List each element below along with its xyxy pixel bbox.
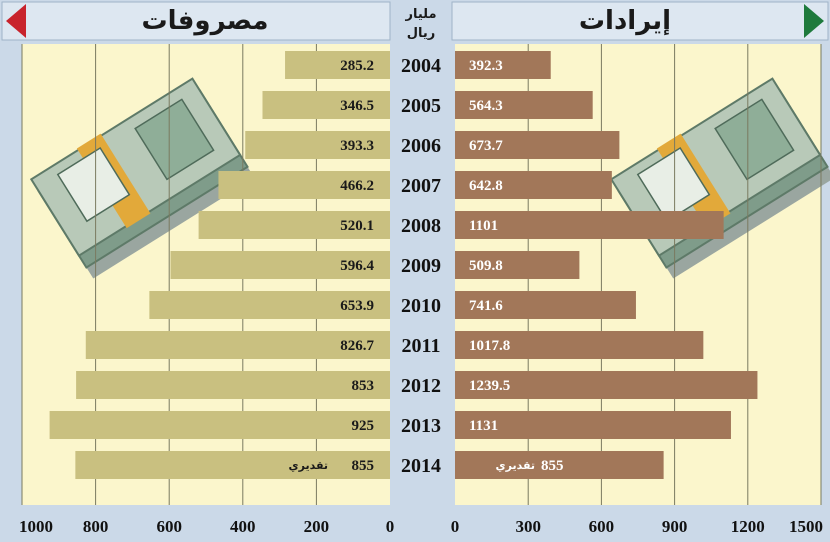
expenses-title: مصروفات: [142, 6, 269, 36]
revenues-title: إيرادات: [579, 6, 671, 36]
revenue-value-label: 741.6: [469, 298, 503, 314]
revenue-value-label: 642.8: [469, 178, 503, 194]
expense-bar: [285, 51, 390, 79]
expense-bar: [149, 291, 390, 319]
revenue-value-label: 1239.5: [469, 378, 510, 394]
expense-value-label: 285.2: [340, 58, 374, 74]
year-label: 2012: [401, 375, 441, 397]
expense-bar: [245, 131, 390, 159]
revenue-bar: [455, 371, 758, 399]
expenses-tick-label: 200: [304, 517, 330, 536]
expense-value-label: 596.4: [340, 258, 374, 274]
revenue-bar: [455, 291, 636, 319]
revenue-value-label: 564.3: [469, 98, 503, 114]
revenue-bar: [455, 131, 620, 159]
year-label: 2011: [402, 335, 441, 357]
expense-bar: [75, 451, 391, 479]
year-label: 2007: [401, 175, 441, 197]
expense-bar: [49, 411, 390, 439]
expense-bar: [170, 251, 390, 279]
expense-value-label: 826.7: [340, 338, 374, 354]
expenses-axis-ticks: 0 200 400 600 800 1000: [19, 517, 394, 536]
revenue-value-label: 673.7: [469, 138, 503, 154]
expense-value-label: 393.3: [340, 138, 374, 154]
year-label: 2004: [401, 55, 441, 77]
unit-label-line2: ريال: [407, 26, 436, 41]
expense-value-label: 346.5: [340, 98, 374, 114]
expense-value-label: 520.1: [340, 218, 374, 234]
revenue-value-label: 392.3: [469, 58, 503, 74]
revenue-value-label: 1017.8: [469, 338, 510, 354]
revenues-bars: 392.3 564.3 673.7 642.8 1101 509.8 741.6 1017.8…: [455, 51, 758, 479]
year-label: 2008: [401, 215, 441, 237]
revenues-tick-label: 1200: [731, 517, 765, 536]
expenses-tick-label: 400: [230, 517, 256, 536]
revenue-estimate-label: تقديري: [496, 459, 535, 472]
expense-bar: [85, 331, 390, 359]
revenue-bar: [455, 51, 551, 79]
unit-label-line1: مليار: [404, 7, 436, 22]
revenues-tick-label: 900: [662, 517, 688, 536]
green-arrow-icon: [804, 4, 824, 38]
revenue-value-label: 855: [541, 458, 564, 474]
revenue-bar: [455, 331, 704, 359]
revenues-tick-label: 600: [589, 517, 615, 536]
year-label: 2009: [401, 255, 441, 277]
expenses-bars: 285.2 346.5 393.3 466.2 520.1 596.4 653.9 826.7…: [49, 51, 391, 479]
revenue-bar: [455, 251, 580, 279]
revenues-tick-label: 300: [515, 517, 541, 536]
year-label: 2005: [401, 95, 441, 117]
year-label: 2010: [401, 295, 441, 317]
revenues-axis-ticks: 0 300 600 900 1200 1500: [451, 517, 823, 536]
revenue-value-label: 1101: [469, 218, 498, 234]
revenue-bar: [455, 171, 612, 199]
revenue-bar: [455, 451, 664, 479]
red-arrow-icon: [6, 4, 26, 38]
revenues-tick-label: 0: [451, 517, 460, 536]
revenue-bar: [455, 91, 593, 119]
expense-bar: [218, 171, 390, 199]
expenses-tick-label: 1000: [19, 517, 53, 536]
expense-bar: [198, 211, 390, 239]
year-labels: 2004 2005 2006 2007 2008 2009 2010 2011 2012 2013…: [401, 55, 441, 477]
header-bar: مصروفات إيرادات مليار ريال: [1, 1, 829, 41]
revenues-tick-label: 1500: [789, 517, 823, 536]
expense-value-label: 853: [352, 378, 375, 394]
expense-estimate-label: تقديري: [289, 459, 328, 472]
expense-value-label: 855: [352, 458, 375, 474]
expense-bar: [76, 371, 390, 399]
revenue-bar: [455, 411, 731, 439]
revenue-value-label: 509.8: [469, 258, 503, 274]
expenses-tick-label: 600: [156, 517, 182, 536]
year-label: 2014: [401, 455, 441, 477]
year-label: 2013: [401, 415, 441, 437]
expense-value-label: 466.2: [340, 178, 374, 194]
expenses-tick-label: 800: [83, 517, 109, 536]
expense-value-label: 925: [352, 418, 375, 434]
expenses-tick-label: 0: [386, 517, 395, 536]
revenue-bar: [455, 211, 724, 239]
expense-bar: [262, 91, 390, 119]
year-label: 2006: [401, 135, 441, 157]
revenue-value-label: 1131: [469, 418, 498, 434]
expense-value-label: 653.9: [340, 298, 374, 314]
